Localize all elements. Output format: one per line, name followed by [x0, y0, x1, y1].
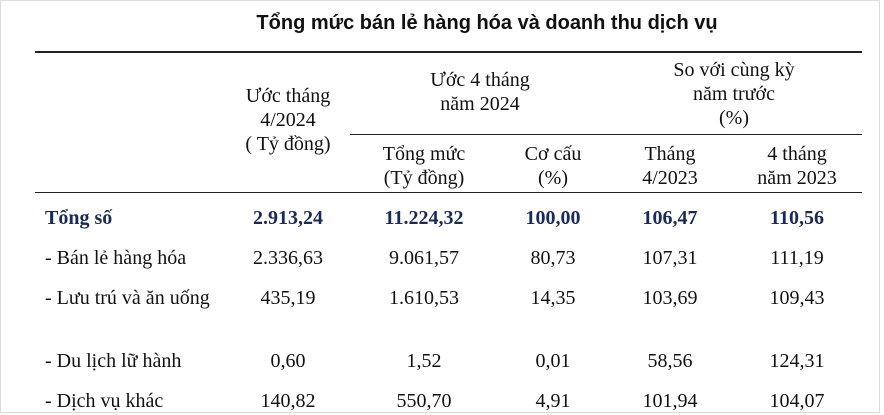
cell: 11.224,32	[384, 207, 464, 229]
cell: 124,31	[769, 350, 825, 372]
cell: 80,73	[530, 247, 576, 269]
cell: 106,47	[642, 207, 698, 229]
rule	[35, 192, 862, 193]
cell: 103,69	[642, 287, 698, 309]
cell: 550,70	[396, 390, 452, 412]
row-label: - Dịch vụ khác	[45, 390, 164, 412]
title: Tổng mức bán lẻ hàng hóa và doanh thu dị…	[256, 12, 718, 34]
cell: 14,35	[530, 287, 576, 309]
cell: 2.913,24	[253, 207, 323, 229]
row-label: - Du lịch lữ hành	[45, 350, 182, 372]
cell: 1.610,53	[389, 287, 459, 309]
cell: 140,82	[260, 390, 316, 412]
cell: 4,91	[535, 390, 571, 412]
cell: 58,56	[647, 350, 693, 372]
header-cell: Ước 4 tháng năm 2024	[430, 69, 530, 115]
row-label: - Bán lẻ hàng hóa	[45, 247, 187, 269]
cell: 0,60	[270, 350, 306, 372]
header-cell: Tổng mức (Tỷ đồng)	[382, 143, 466, 189]
rule	[35, 51, 862, 53]
cell: 107,31	[642, 247, 698, 269]
cell: 435,19	[260, 287, 316, 309]
cell: 0,01	[535, 350, 571, 372]
header-cell: Tháng 4/2023	[642, 143, 698, 189]
rule	[350, 134, 862, 135]
row-label: - Lưu trú và ăn uống	[45, 287, 210, 309]
header-cell: 4 tháng năm 2023	[757, 143, 837, 189]
row-label: Tổng số	[45, 207, 113, 229]
header-cell: Ước tháng 4/2024 ( Tỷ đồng)	[245, 85, 331, 155]
header-cell: Cơ cấu (%)	[524, 143, 582, 189]
cell: 1,52	[406, 350, 442, 372]
cell: 111,19	[770, 247, 824, 269]
cell: 100,00	[525, 207, 581, 229]
cell: 110,56	[770, 207, 824, 229]
header-cell: So với cùng kỳ năm trước (%)	[673, 59, 795, 129]
cell: 101,94	[642, 390, 698, 412]
cell: 109,43	[769, 287, 825, 309]
cell: 2.336,63	[253, 247, 323, 269]
cell: 104,07	[769, 390, 825, 412]
cell: 9.061,57	[389, 247, 459, 269]
